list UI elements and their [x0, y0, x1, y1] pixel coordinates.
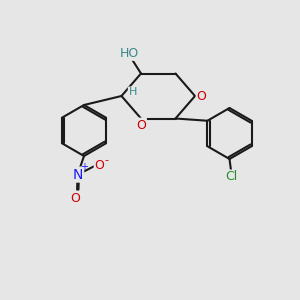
Text: HO: HO [119, 47, 139, 60]
Text: -: - [104, 155, 108, 165]
Text: +: + [80, 162, 88, 172]
Text: O: O [136, 118, 146, 132]
Text: N: N [73, 168, 83, 182]
Text: H: H [129, 87, 137, 98]
Text: O: O [197, 89, 206, 103]
Text: Cl: Cl [225, 170, 237, 184]
Text: O: O [95, 159, 104, 172]
Text: O: O [70, 192, 80, 205]
